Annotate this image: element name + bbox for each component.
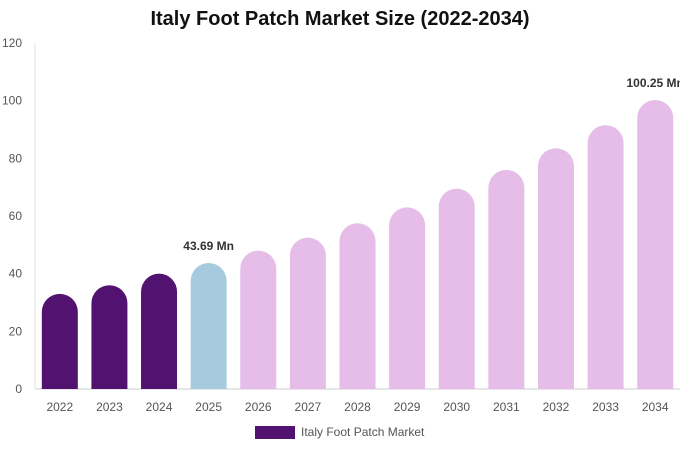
x-tick-label: 2034 — [642, 400, 669, 414]
bar — [190, 263, 227, 389]
bar — [537, 148, 574, 389]
y-tick-label: 80 — [9, 151, 23, 165]
bar — [438, 188, 475, 389]
bar — [289, 237, 326, 389]
x-tick-label: 2026 — [245, 400, 272, 414]
data-label: 43.69 Mn — [183, 239, 234, 253]
bar — [389, 207, 426, 389]
legend-swatch — [255, 425, 295, 439]
y-tick-label: 20 — [9, 324, 23, 338]
bar — [339, 223, 376, 389]
bar — [587, 125, 624, 390]
bar — [91, 285, 128, 389]
data-label: 100.25 Mn — [627, 76, 680, 90]
bar — [637, 99, 674, 389]
x-tick-label: 2032 — [543, 400, 570, 414]
chart-title: Italy Foot Patch Market Size (2022-2034) — [150, 8, 530, 30]
y-tick-label: 40 — [9, 267, 23, 281]
bar — [141, 273, 178, 389]
y-tick-label: 120 — [2, 36, 22, 50]
legend-label: Italy Foot Patch Market — [301, 425, 425, 439]
x-tick-label: 2022 — [46, 400, 73, 414]
y-tick-label: 100 — [2, 94, 22, 108]
x-tick-label: 2027 — [295, 400, 322, 414]
bar — [41, 293, 78, 389]
x-tick-label: 2028 — [344, 400, 371, 414]
bar — [488, 169, 525, 389]
bar — [240, 250, 277, 389]
legend[interactable]: Italy Foot Patch Market — [255, 425, 424, 439]
y-tick-label: 0 — [15, 382, 22, 396]
x-tick-label: 2030 — [443, 400, 470, 414]
x-tick-label: 2033 — [592, 400, 619, 414]
x-tick-label: 2023 — [96, 400, 123, 414]
x-tick-label: 2029 — [394, 400, 421, 414]
y-tick-label: 60 — [9, 209, 23, 223]
x-tick-label: 2031 — [493, 400, 520, 414]
x-tick-label: 2025 — [195, 400, 222, 414]
x-tick-label: 2024 — [146, 400, 173, 414]
